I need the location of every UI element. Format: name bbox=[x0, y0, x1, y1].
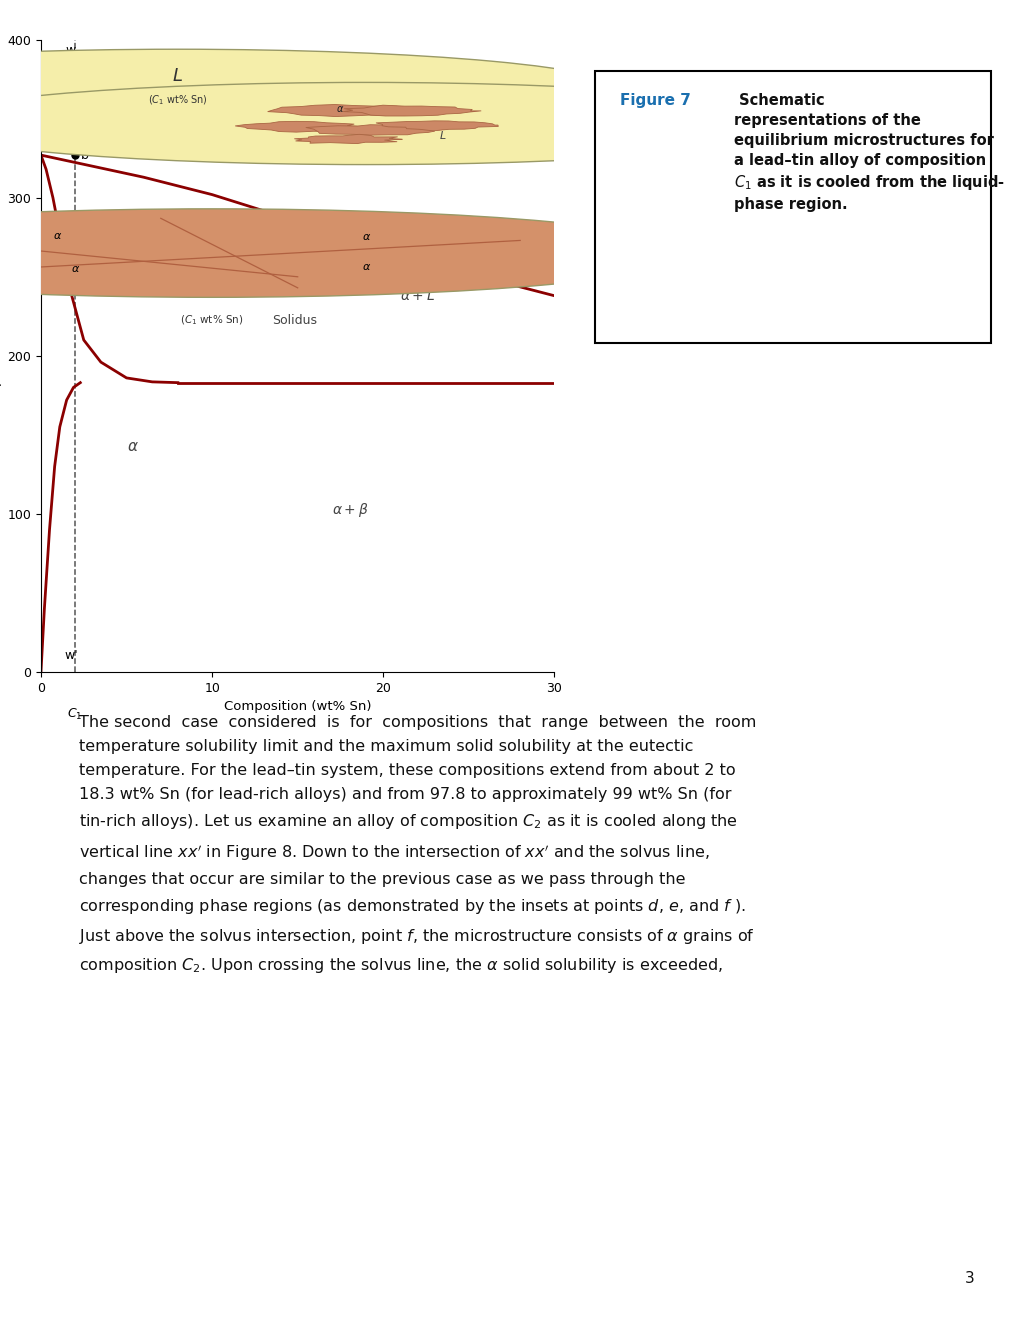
Polygon shape bbox=[267, 105, 416, 117]
Polygon shape bbox=[306, 125, 447, 135]
Polygon shape bbox=[236, 122, 372, 132]
X-axis label: Composition (wt% Sn): Composition (wt% Sn) bbox=[224, 700, 372, 713]
Text: w: w bbox=[66, 45, 76, 57]
Polygon shape bbox=[343, 105, 481, 117]
Text: $(C_1$ wt% Sn): $(C_1$ wt% Sn) bbox=[180, 313, 244, 327]
Text: $L$: $L$ bbox=[172, 68, 183, 85]
Text: $L$: $L$ bbox=[439, 129, 446, 140]
Text: 3: 3 bbox=[965, 1272, 975, 1287]
Text: w': w' bbox=[65, 649, 78, 662]
Circle shape bbox=[0, 82, 811, 164]
Text: a: a bbox=[81, 113, 89, 126]
Text: $\alpha$: $\alpha$ bbox=[53, 231, 62, 241]
Text: $\alpha$: $\alpha$ bbox=[361, 232, 371, 242]
Text: $(C_1$ wt% Sn): $(C_1$ wt% Sn) bbox=[148, 93, 208, 106]
Y-axis label: Temperature (°C): Temperature (°C) bbox=[0, 298, 2, 413]
Polygon shape bbox=[294, 134, 402, 143]
Text: Figure 7: Figure 7 bbox=[621, 94, 691, 109]
Text: c: c bbox=[81, 254, 88, 268]
Text: $C_1$: $C_1$ bbox=[68, 706, 83, 722]
Text: $\alpha$: $\alpha$ bbox=[361, 262, 371, 273]
Circle shape bbox=[0, 49, 623, 131]
FancyBboxPatch shape bbox=[595, 72, 991, 343]
Text: $\alpha$: $\alpha$ bbox=[71, 264, 80, 274]
Text: Solidus: Solidus bbox=[272, 314, 317, 327]
Text: Liquidus: Liquidus bbox=[451, 237, 503, 250]
Circle shape bbox=[0, 209, 691, 297]
Text: b: b bbox=[81, 148, 89, 162]
Text: $\alpha$: $\alpha$ bbox=[336, 105, 345, 114]
Text: $L$: $L$ bbox=[434, 86, 444, 103]
Text: $\alpha + L$: $\alpha + L$ bbox=[400, 289, 435, 303]
Text: Schematic
representations of the
equilibrium microstructures for
a lead–tin allo: Schematic representations of the equilib… bbox=[734, 94, 1006, 212]
Polygon shape bbox=[376, 121, 499, 131]
Text: The second  case  considered  is  for  compositions  that  range  between  the  : The second case considered is for compos… bbox=[80, 714, 757, 975]
Text: $\alpha + \beta$: $\alpha + \beta$ bbox=[332, 501, 369, 519]
Text: $\alpha$: $\alpha$ bbox=[127, 439, 138, 453]
